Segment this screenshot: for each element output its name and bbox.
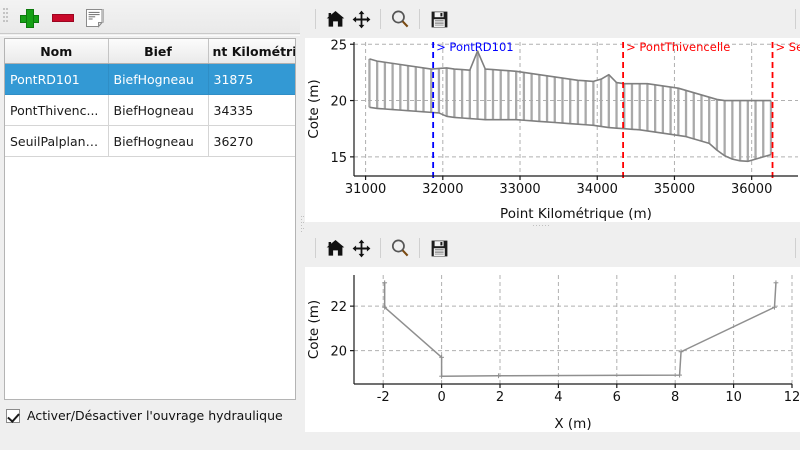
right-panel: > PontRD101 > PontThivencelle > SeuilPalpl…	[305, 0, 800, 450]
chart-marker-label: > PontRD101	[436, 40, 513, 54]
y-tick-label: 20	[330, 345, 347, 360]
pan-button[interactable]	[348, 6, 374, 32]
x-tick-label: 12	[784, 390, 800, 405]
pan-icon	[352, 10, 370, 28]
home-icon	[326, 11, 344, 27]
cell-pk: 34335	[208, 94, 295, 126]
cross-section-card: -2 0 2 4 6 8 10 12 20 22 X (m) Cote (m)	[305, 229, 800, 432]
longitudinal-mpl-toolbar	[305, 0, 800, 38]
column-header-nom[interactable]: Nom	[5, 39, 109, 64]
remove-button[interactable]	[50, 5, 76, 31]
table-row[interactable]: PontThivenc... BiefHogneau 34335	[5, 94, 295, 126]
zoom-icon	[391, 239, 409, 257]
cell-bief: BiefHogneau	[108, 94, 209, 126]
cell-nom: SeuilPalplanc...	[5, 125, 109, 157]
y-tick-label: 25	[330, 38, 347, 53]
longitudinal-profile-canvas[interactable]: > PontRD101 > PontThivencelle > SeuilPalpl…	[305, 38, 800, 222]
add-button[interactable]	[16, 5, 42, 31]
x-tick-label: 6	[613, 390, 621, 405]
x-axis-label: Point Kilométrique (m)	[500, 206, 652, 222]
zoom-icon	[391, 10, 409, 28]
column-header-bief[interactable]: Bief	[108, 39, 209, 64]
cross-section-mpl-toolbar	[305, 229, 800, 267]
x-tick-label: 0	[437, 390, 445, 405]
chart-marker-label: > PontThivencelle	[626, 40, 730, 54]
edit-note-icon	[86, 8, 104, 28]
zoom-button[interactable]	[387, 235, 413, 261]
structures-table[interactable]: Nom Bief nt Kilométrique PontRD101 BiefH…	[4, 38, 296, 400]
x-tick-label: 4	[554, 390, 562, 405]
cell-bief: BiefHogneau	[108, 125, 209, 157]
table-header-row: Nom Bief nt Kilométrique	[5, 39, 295, 64]
x-tick-label: 35000	[654, 182, 695, 197]
enable-structure-checkbox[interactable]	[6, 408, 20, 423]
x-tick-label: 2	[496, 390, 504, 405]
cell-pk: 31875	[208, 63, 295, 95]
left-toolbar	[0, 0, 300, 36]
home-button[interactable]	[322, 6, 348, 32]
y-tick-label: 22	[330, 300, 347, 315]
x-tick-label: 8	[671, 390, 679, 405]
vertical-splitter[interactable]	[300, 0, 305, 450]
pan-button[interactable]	[348, 235, 374, 261]
toolbar-drag-handle[interactable]	[3, 8, 8, 26]
zoom-button[interactable]	[387, 6, 413, 32]
column-header-pk[interactable]: nt Kilométrique	[208, 39, 295, 64]
cell-nom: PontRD101	[5, 63, 109, 95]
table-row[interactable]: PontRD101 BiefHogneau 31875	[5, 63, 295, 95]
x-tick-label: 10	[725, 390, 742, 405]
y-tick-label: 20	[330, 95, 347, 110]
y-axis-label: Cote (m)	[306, 79, 322, 138]
x-tick-label: -2	[377, 390, 390, 405]
x-tick-label: 34000	[577, 182, 618, 197]
chart-marker-label: > SeuilPalplanches	[776, 40, 800, 54]
x-tick-label: 36000	[731, 182, 772, 197]
remove-icon	[52, 14, 74, 22]
cell-pk: 36270	[208, 125, 295, 157]
x-tick-label: 33000	[499, 182, 540, 197]
y-tick-label: 15	[330, 151, 347, 166]
x-axis-label: X (m)	[554, 416, 591, 432]
left-panel: Nom Bief nt Kilométrique PontRD101 BiefH…	[0, 0, 300, 450]
save-icon	[431, 11, 447, 27]
home-button[interactable]	[322, 235, 348, 261]
edit-note-button[interactable]	[82, 5, 108, 31]
longitudinal-profile-card: > PontRD101 > PontThivencelle > SeuilPalpl…	[305, 0, 800, 222]
table-row[interactable]: SeuilPalplanc... BiefHogneau 36270	[5, 125, 295, 157]
save-icon	[431, 240, 447, 256]
home-icon	[326, 240, 344, 256]
x-tick-label: 31000	[345, 182, 386, 197]
horizontal-splitter[interactable]	[305, 222, 800, 229]
enable-structure-label: Activer/Désactiver l'ouvrage hydraulique	[27, 408, 283, 423]
enable-structure-checkbox-row[interactable]: Activer/Désactiver l'ouvrage hydraulique	[6, 408, 283, 423]
x-tick-label: 32000	[422, 182, 463, 197]
save-button[interactable]	[426, 6, 452, 32]
cross-section-canvas[interactable]: -2 0 2 4 6 8 10 12 20 22 X (m) Cote (m)	[305, 267, 800, 432]
pan-icon	[352, 239, 370, 257]
cell-nom: PontThivenc...	[5, 94, 109, 126]
cell-bief: BiefHogneau	[108, 63, 209, 95]
save-button[interactable]	[426, 235, 452, 261]
y-axis-label: Cote (m)	[306, 300, 322, 359]
add-icon	[19, 8, 39, 28]
